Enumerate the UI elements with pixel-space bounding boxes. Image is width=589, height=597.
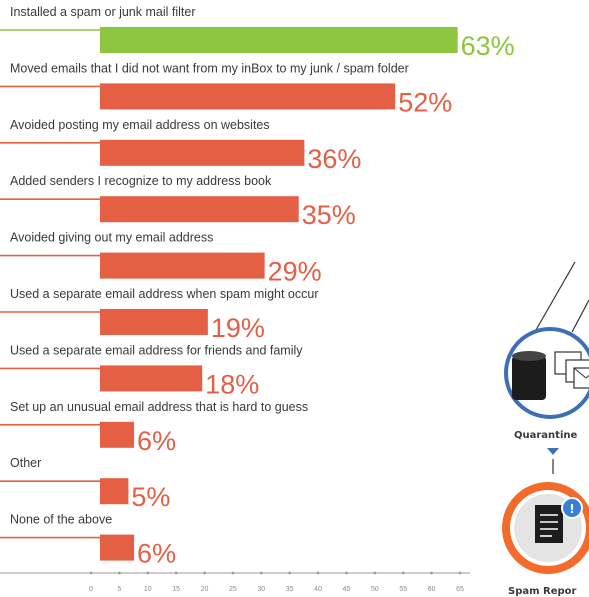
x-tick-mark xyxy=(203,571,206,575)
value-label: 52% xyxy=(398,87,452,117)
x-tick-mark xyxy=(373,571,377,575)
category-label: Used a separate email address for friend… xyxy=(10,343,303,357)
category-label: Added senders I recognize to my address … xyxy=(10,174,272,188)
category-label: None of the above xyxy=(10,513,112,527)
bar xyxy=(100,196,299,223)
x-tick-mark xyxy=(345,571,348,575)
x-tick-mark xyxy=(458,571,462,575)
connector-line xyxy=(571,299,589,333)
x-tick-mark xyxy=(146,571,150,575)
value-label: 63% xyxy=(461,31,515,61)
x-tick-mark xyxy=(117,571,121,575)
x-tick-mark xyxy=(401,571,405,575)
bar xyxy=(100,309,208,335)
quarantine-icon xyxy=(504,327,589,419)
x-tick-mark xyxy=(89,571,93,575)
bar xyxy=(100,139,305,166)
x-tick-mark xyxy=(259,571,263,575)
x-tick-label: 20 xyxy=(201,586,209,593)
bar xyxy=(100,27,458,53)
x-tick-label: 5 xyxy=(117,586,121,593)
x-tick-label: 65 xyxy=(456,586,464,593)
bar xyxy=(100,478,129,505)
bar xyxy=(100,365,203,392)
bar xyxy=(100,421,135,448)
category-label: Other xyxy=(10,456,41,470)
category-label: Moved emails that I did not want from my… xyxy=(10,61,409,75)
bar xyxy=(100,83,396,110)
x-tick-mark xyxy=(430,571,434,575)
side-graphic: Quarantine ! Spam Repor xyxy=(502,261,589,597)
x-tick-label: 30 xyxy=(257,586,265,593)
value-label: 19% xyxy=(211,313,265,343)
spam-report-label: Spam Repor xyxy=(508,586,577,597)
x-tick-label: 40 xyxy=(314,586,322,593)
value-label: 35% xyxy=(302,200,356,230)
x-tick-mark xyxy=(316,571,320,575)
x-tick-label: 25 xyxy=(229,586,237,593)
value-label: 29% xyxy=(268,257,322,287)
category-label: Set up an unusual email address that is … xyxy=(10,400,308,414)
x-tick-label: 15 xyxy=(172,586,180,593)
bar xyxy=(100,534,135,561)
x-tick-label: 45 xyxy=(343,586,351,593)
category-label: Installed a spam or junk mail filter xyxy=(10,5,196,19)
x-tick-mark xyxy=(231,571,235,575)
x-tick-label: 10 xyxy=(144,586,152,593)
value-label: 6% xyxy=(137,426,176,456)
bar xyxy=(100,252,265,279)
bars-layer: Installed a spam or junk mail filter 63% M… xyxy=(0,5,515,569)
value-label: 36% xyxy=(307,144,361,174)
x-tick-label: 60 xyxy=(428,586,436,593)
alert-badge-icon xyxy=(561,497,583,519)
value-label: 18% xyxy=(205,369,259,399)
quarantine-label: Quarantine xyxy=(514,430,577,441)
value-label: 6% xyxy=(137,539,176,569)
x-tick-mark xyxy=(174,571,178,575)
value-label: 5% xyxy=(131,482,170,512)
x-axis: 0 5 10 15 20 25 30 35 40 45 50 55 60 65 xyxy=(0,571,470,593)
x-tick-mark xyxy=(288,571,292,575)
down-arrow-icon xyxy=(547,448,559,455)
category-label: Used a separate email address when spam … xyxy=(10,287,318,301)
category-label: Avoided giving out my email address xyxy=(10,231,213,245)
x-tick-label: 55 xyxy=(399,586,407,593)
alert-badge-text: ! xyxy=(569,502,574,516)
connector-line xyxy=(535,261,576,331)
spam-report-icon: ! xyxy=(502,482,589,574)
x-tick-label: 35 xyxy=(286,586,294,593)
x-tick-label: 50 xyxy=(371,586,379,593)
x-tick-label: 0 xyxy=(89,586,93,593)
category-label: Avoided posting my email address on webs… xyxy=(10,118,270,132)
